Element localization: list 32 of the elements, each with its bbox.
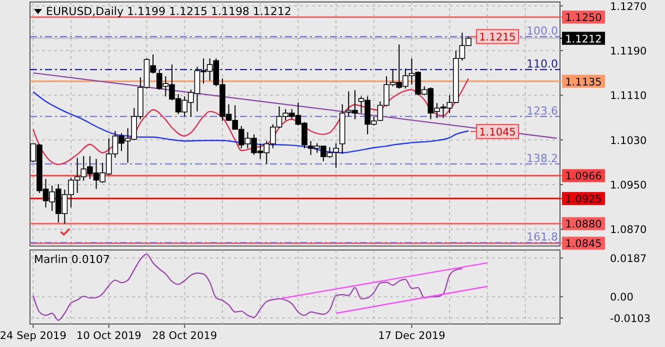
annotation: 1.1045	[479, 126, 516, 139]
annotation: 161.8	[526, 230, 558, 244]
candlestick	[333, 142, 339, 168]
y-tick-label: 1.1110	[610, 90, 647, 102]
x-tick-label: 24 Sep 2019	[0, 330, 66, 342]
ref-line-label: 1.0880	[565, 218, 602, 231]
y-tick-label: 1.1030	[610, 134, 647, 147]
y-tick-label: 1.0870	[610, 224, 647, 236]
annotation: 123.6	[526, 104, 558, 118]
y-tick-label: 0.00	[610, 292, 634, 304]
x-tick-label: 28 Oct 2019	[152, 330, 218, 342]
ref-line-label: 1.0966	[565, 170, 602, 183]
annotation: 100.0	[526, 24, 558, 38]
ref-line-label: 1.1250	[565, 12, 602, 24]
y-tick-label: 1.1270	[610, 0, 647, 13]
ref-line-label: 1.1212	[565, 33, 602, 46]
ref-line-label: 1.0925	[565, 194, 602, 206]
x-tick-label: 17 Dec 2019	[378, 330, 446, 342]
ref-line-label: 1.1135	[565, 76, 602, 88]
annotation: 1.1215	[479, 32, 516, 44]
y-tick-label: 0.0187	[610, 253, 647, 266]
y-tick-label: 1.0950	[610, 180, 647, 192]
annotation: 138.2	[526, 152, 558, 165]
line-series	[32, 254, 463, 321]
y-tick-label: -0.0103	[610, 313, 651, 326]
y-tick-label: 1.1190	[610, 46, 647, 58]
ref-line-label: 1.0845	[565, 238, 602, 250]
x-tick-label: 10 Oct 2019	[76, 330, 142, 342]
chart-title: EURUSD,Daily 1.1199 1.1215 1.1198 1.1212	[46, 5, 292, 18]
line-series	[32, 78, 470, 166]
chart-title: Marlin 0.0107	[34, 253, 110, 266]
annotation: 110.0	[526, 58, 558, 71]
